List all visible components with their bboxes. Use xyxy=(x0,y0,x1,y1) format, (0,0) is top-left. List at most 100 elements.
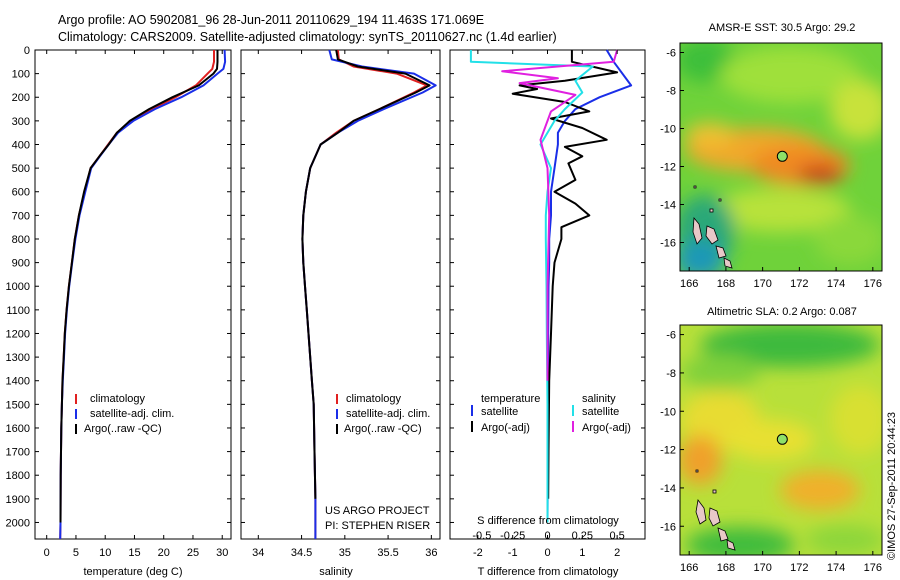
legend-climatology-swatch xyxy=(336,394,338,404)
legend-t-satellite-swatch xyxy=(471,405,473,416)
salinity-x-ticks: 34 34.5 35 35.5 36 xyxy=(252,50,437,559)
x-tick-label: 0 xyxy=(44,547,50,559)
legend-temperature-heading: temperature xyxy=(481,393,540,405)
difference-series-argo xyxy=(511,50,619,499)
sst-map-y-ticks: -6 -8 -10 -12 -14 -16 xyxy=(660,48,684,250)
depth-tick-label: 1000 xyxy=(6,281,30,293)
map-y-tick-label: -6 xyxy=(666,330,676,342)
depth-tick-label: 600 xyxy=(12,187,30,199)
temperature-series-argo xyxy=(59,50,219,523)
sst-map-title: AMSR-E SST: 30.5 Argo: 29.2 xyxy=(709,22,856,34)
sla-map: Altimetric SLA: 0.2 Argo: 0.087 xyxy=(660,306,883,574)
header-line-1: Argo profile: AO 5902081_96 28-Jun-2011 … xyxy=(58,13,484,27)
difference-legend: temperature satellite Argo(-adj) salinit… xyxy=(471,393,631,434)
map-x-tick-label: 170 xyxy=(753,562,771,574)
s-difference-label: S difference from climatology xyxy=(477,515,619,527)
legend-t-argo-label: Argo(-adj) xyxy=(481,422,530,434)
legend-climatology-swatch xyxy=(75,394,77,404)
map-x-tick-label: 166 xyxy=(680,562,698,574)
s-difference-tick-label: -0.25 xyxy=(500,530,525,542)
temperature-x-ticks: 0 5 10 15 20 25 30 xyxy=(44,50,228,559)
depth-tick-label: 1100 xyxy=(6,305,30,317)
depth-tick-label: 200 xyxy=(12,92,30,104)
sla-map-y-ticks: -6 -8 -10 -12 -14 -16 xyxy=(660,330,684,533)
salinity-series-satellite xyxy=(301,49,437,539)
sla-float-marker xyxy=(776,433,788,445)
legend-satellite-label: satellite-adj. clim. xyxy=(346,408,430,420)
map-x-tick-label: 174 xyxy=(827,278,845,290)
map-y-tick-label: -16 xyxy=(660,238,676,250)
imos-credit: ©IMOS 27-Sep-2011 20:44:23 xyxy=(886,412,898,560)
project-annotation: US ARGO PROJECT xyxy=(325,505,430,517)
x-tick-label: 15 xyxy=(128,547,140,559)
x-tick-label: 30 xyxy=(216,547,228,559)
map-x-tick-label: 168 xyxy=(717,562,735,574)
x-tick-label: 5 xyxy=(73,547,79,559)
legend-argo-label: Argo(..raw -QC) xyxy=(84,423,162,435)
x-tick-label: 35 xyxy=(339,547,351,559)
legend-climatology-label: climatology xyxy=(346,393,402,405)
depth-tick-label: 300 xyxy=(12,116,30,128)
legend-s-argo-label: Argo(-adj) xyxy=(582,422,631,434)
x-tick-label: 35.5 xyxy=(377,547,398,559)
legend-argo-label: Argo(..raw -QC) xyxy=(344,423,422,435)
s-difference-tick-label: 0.25 xyxy=(572,530,593,542)
x-tick-label: 20 xyxy=(158,547,170,559)
temperature-profiles xyxy=(59,49,227,540)
sst-map-frame xyxy=(679,42,883,272)
s-difference-tick-label: -0.5 xyxy=(472,530,491,542)
map-x-tick-label: 176 xyxy=(864,278,882,290)
depth-tick-label: 2000 xyxy=(6,517,30,529)
salinity-plot-frame xyxy=(240,49,441,540)
map-y-tick-label: -14 xyxy=(660,200,676,212)
legend-s-satellite-label: satellite xyxy=(582,406,619,418)
legend-t-argo-swatch xyxy=(471,421,473,432)
pi-annotation: PI: STEPHEN RISER xyxy=(325,520,430,532)
legend-s-satellite-swatch xyxy=(572,405,574,416)
s-difference-tick-label: 0 xyxy=(544,530,550,542)
map-y-tick-label: -10 xyxy=(660,406,676,418)
temperature-series-climatology xyxy=(59,50,215,540)
depth-tick-label: 400 xyxy=(12,139,30,151)
legend-satellite-label: satellite-adj. clim. xyxy=(90,408,174,420)
sst-coastline xyxy=(692,185,733,269)
sst-map: AMSR-E SST: 30.5 Argo: 29.2 xyxy=(660,22,883,290)
depth-tick-label: 1400 xyxy=(6,376,30,388)
map-y-tick-label: -10 xyxy=(660,124,676,136)
depth-ticks: 0 100 200 300 400 500 600 700 800 900 1000 1100 1200… xyxy=(6,45,231,529)
sla-map-title: Altimetric SLA: 0.2 Argo: 0.087 xyxy=(707,306,857,318)
x-tick-label: 36 xyxy=(425,547,437,559)
temperature-plot-frame xyxy=(34,49,232,540)
x-tick-label: 0 xyxy=(544,547,550,559)
x-tick-label: -2 xyxy=(473,547,483,559)
legend-salinity-heading: salinity xyxy=(582,393,616,405)
salinity-panel: 34 34.5 35 35.5 36 salinity climatology sate… xyxy=(240,49,441,578)
difference-panel: -2 -1 0 1 2 -0.5 -0.25 0 0.25 0.5 T difference f… xyxy=(449,49,646,578)
sst-field-blobs xyxy=(680,43,882,271)
depth-tick-label: 1500 xyxy=(6,399,30,411)
map-x-tick-label: 170 xyxy=(753,278,771,290)
map-y-tick-label: -8 xyxy=(666,86,676,98)
depth-tick-label: 1800 xyxy=(6,470,30,482)
depth-tick-label: 500 xyxy=(12,163,30,175)
difference-series-argo-salinity xyxy=(501,49,619,381)
x-tick-label: 10 xyxy=(99,547,111,559)
depth-tick-label: 900 xyxy=(12,258,30,270)
depth-tick-label: 1300 xyxy=(6,352,30,364)
depth-tick-label: 800 xyxy=(12,234,30,246)
sst-map-x-ticks: 166 168 170 172 174 176 xyxy=(680,267,882,290)
sla-map-frame xyxy=(679,324,883,556)
map-y-tick-label: -8 xyxy=(666,368,676,380)
salinity-profiles xyxy=(301,49,437,539)
salinity-x-label: salinity xyxy=(319,566,353,578)
salinity-y-tick-marks xyxy=(241,49,440,523)
salinity-series-argo xyxy=(301,49,431,499)
legend-s-argo-swatch xyxy=(572,421,574,432)
sst-float-marker xyxy=(776,150,788,162)
legend-t-satellite-label: satellite xyxy=(481,406,518,418)
legend-argo-swatch xyxy=(336,424,338,434)
difference-series-satellite-salinity xyxy=(469,50,594,523)
legend-climatology-label: climatology xyxy=(90,393,146,405)
temperature-series-satellite xyxy=(59,49,227,540)
